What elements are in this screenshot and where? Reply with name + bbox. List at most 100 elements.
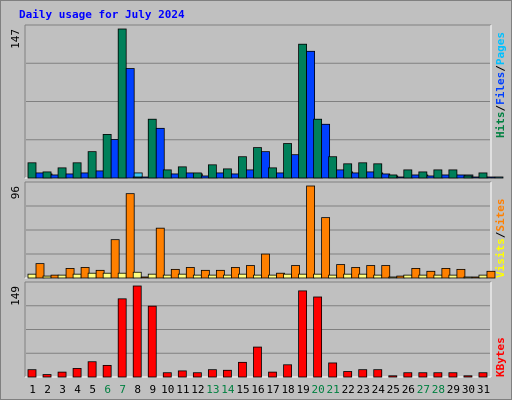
bar-hits-day-1: [27, 162, 37, 179]
bar-kbytes-day-10: [162, 372, 172, 378]
bar-hits-day-11: [177, 166, 187, 179]
bar-hits-day-15: [238, 156, 247, 179]
bar-visits-day-26: [403, 274, 413, 279]
bar-hits-day-18: [283, 143, 292, 179]
bar-visits-day-9: [147, 273, 157, 279]
bar-hits-day-28: [433, 169, 443, 179]
bar-sites-day-27: [426, 270, 436, 279]
x-tick-day-21: 21: [327, 383, 340, 396]
bar-kbytes-day-18: [283, 364, 292, 378]
bar-kbytes-day-29: [448, 372, 458, 378]
bar-hits-day-14: [223, 168, 232, 179]
legend-kbytes: KBytes: [494, 337, 507, 377]
bar-kbytes-day-22: [343, 371, 353, 378]
bar-kbytes-day-17: [268, 371, 277, 378]
bar-hits-day-22: [343, 163, 353, 179]
bar-visits-day-16: [253, 274, 262, 279]
bar-sites-day-3: [65, 268, 75, 279]
bar-sites-day-15: [246, 265, 255, 279]
bar-sites-day-28: [441, 268, 451, 279]
x-tick-day-16: 16: [251, 383, 264, 396]
x-tick-day-29: 29: [447, 383, 460, 396]
bar-hits-day-2: [42, 171, 52, 179]
legend-visits-sites: Visits/Sites: [494, 199, 507, 279]
legend-files: Files: [494, 72, 507, 105]
bar-hits-day-24: [373, 163, 383, 179]
bar-hits-day-7: [117, 28, 127, 179]
bar-kbytes-day-3: [57, 371, 67, 378]
bar-sites-day-11: [185, 267, 195, 279]
x-tick-day-11: 11: [176, 383, 189, 396]
legend-sep: /: [494, 65, 507, 72]
bar-hits-day-12: [192, 172, 202, 179]
bar-sites-day-23: [366, 265, 376, 279]
bar-kbytes-day-5: [87, 361, 97, 378]
bar-kbytes-day-26: [403, 372, 413, 378]
bar-kbytes-day-21: [328, 362, 338, 378]
bar-kbytes-day-28: [433, 372, 443, 378]
bar-hits-day-30: [463, 175, 473, 179]
x-tick-day-27: 27: [417, 383, 430, 396]
bar-sites-day-6: [110, 239, 120, 279]
x-tick-day-8: 8: [134, 383, 141, 396]
x-tick-day-6: 6: [104, 383, 111, 396]
x-tick-day-30: 30: [462, 383, 475, 396]
bar-hits-day-25: [388, 174, 398, 179]
bar-hits-day-29: [448, 169, 458, 179]
bar-hits-day-8: [132, 176, 142, 179]
bar-hits-day-20: [313, 118, 323, 179]
x-tick-day-5: 5: [89, 383, 96, 396]
bar-visits-day-19: [298, 273, 307, 279]
bar-kbytes-day-15: [238, 361, 247, 378]
bar-kbytes-day-31: [478, 372, 488, 378]
bar-sites-day-7: [125, 193, 135, 279]
bar-sites-day-1: [35, 263, 45, 279]
bar-kbytes-day-2: [42, 374, 52, 378]
bar-sites-day-24: [381, 265, 391, 279]
bar-kbytes-day-13: [207, 369, 217, 378]
bar-hits-day-16: [253, 147, 262, 179]
legend-sep: /: [494, 231, 507, 238]
bar-kbytes-day-30: [463, 375, 473, 378]
bar-sites-day-4: [80, 267, 90, 279]
bar-sites-day-26: [411, 268, 421, 279]
bar-visits-day-8: [132, 271, 142, 279]
y-max-label: 147: [9, 29, 22, 49]
bar-kbytes-day-7: [117, 298, 127, 378]
x-tick-day-20: 20: [312, 383, 325, 396]
bar-hits-day-23: [358, 162, 368, 179]
x-tick-day-10: 10: [161, 383, 174, 396]
bar-sites-day-20: [321, 217, 331, 279]
bar-visits-day-14: [223, 274, 232, 279]
bar-visits-day-1: [27, 273, 37, 279]
bar-files-day-19: [306, 50, 315, 179]
bar-sites-day-22: [351, 267, 361, 279]
x-tick-day-28: 28: [432, 383, 445, 396]
bar-hits-day-6: [102, 134, 112, 179]
legend-hits: Hits: [494, 112, 507, 139]
y-max-label: 149: [9, 286, 22, 306]
bar-hits-day-31: [478, 172, 488, 179]
bar-files-day-16: [261, 151, 270, 179]
bar-sites-day-19: [306, 185, 315, 279]
bar-hits-day-4: [72, 162, 82, 179]
bar-kbytes-day-6: [102, 364, 112, 378]
bar-sites-day-31: [486, 270, 496, 279]
bar-visits-day-7: [117, 272, 127, 279]
bar-visits-day-27: [418, 274, 428, 279]
x-tick-day-9: 9: [149, 383, 156, 396]
legend-sep: /: [494, 105, 507, 112]
bar-files-day-20: [321, 123, 331, 179]
bar-hits-day-21: [328, 156, 338, 179]
bar-visits-day-20: [313, 273, 323, 279]
bar-sites-day-29: [456, 268, 466, 279]
bar-kbytes-day-25: [388, 375, 398, 378]
bar-sites-day-12: [200, 269, 210, 279]
bar-sites-day-10: [170, 268, 180, 279]
legend-kbytes: KBytes: [494, 337, 507, 377]
x-tick-day-4: 4: [74, 383, 81, 396]
bar-sites-day-13: [215, 269, 225, 279]
bar-kbytes-day-9: [147, 305, 157, 378]
bar-hits-day-17: [268, 167, 277, 179]
